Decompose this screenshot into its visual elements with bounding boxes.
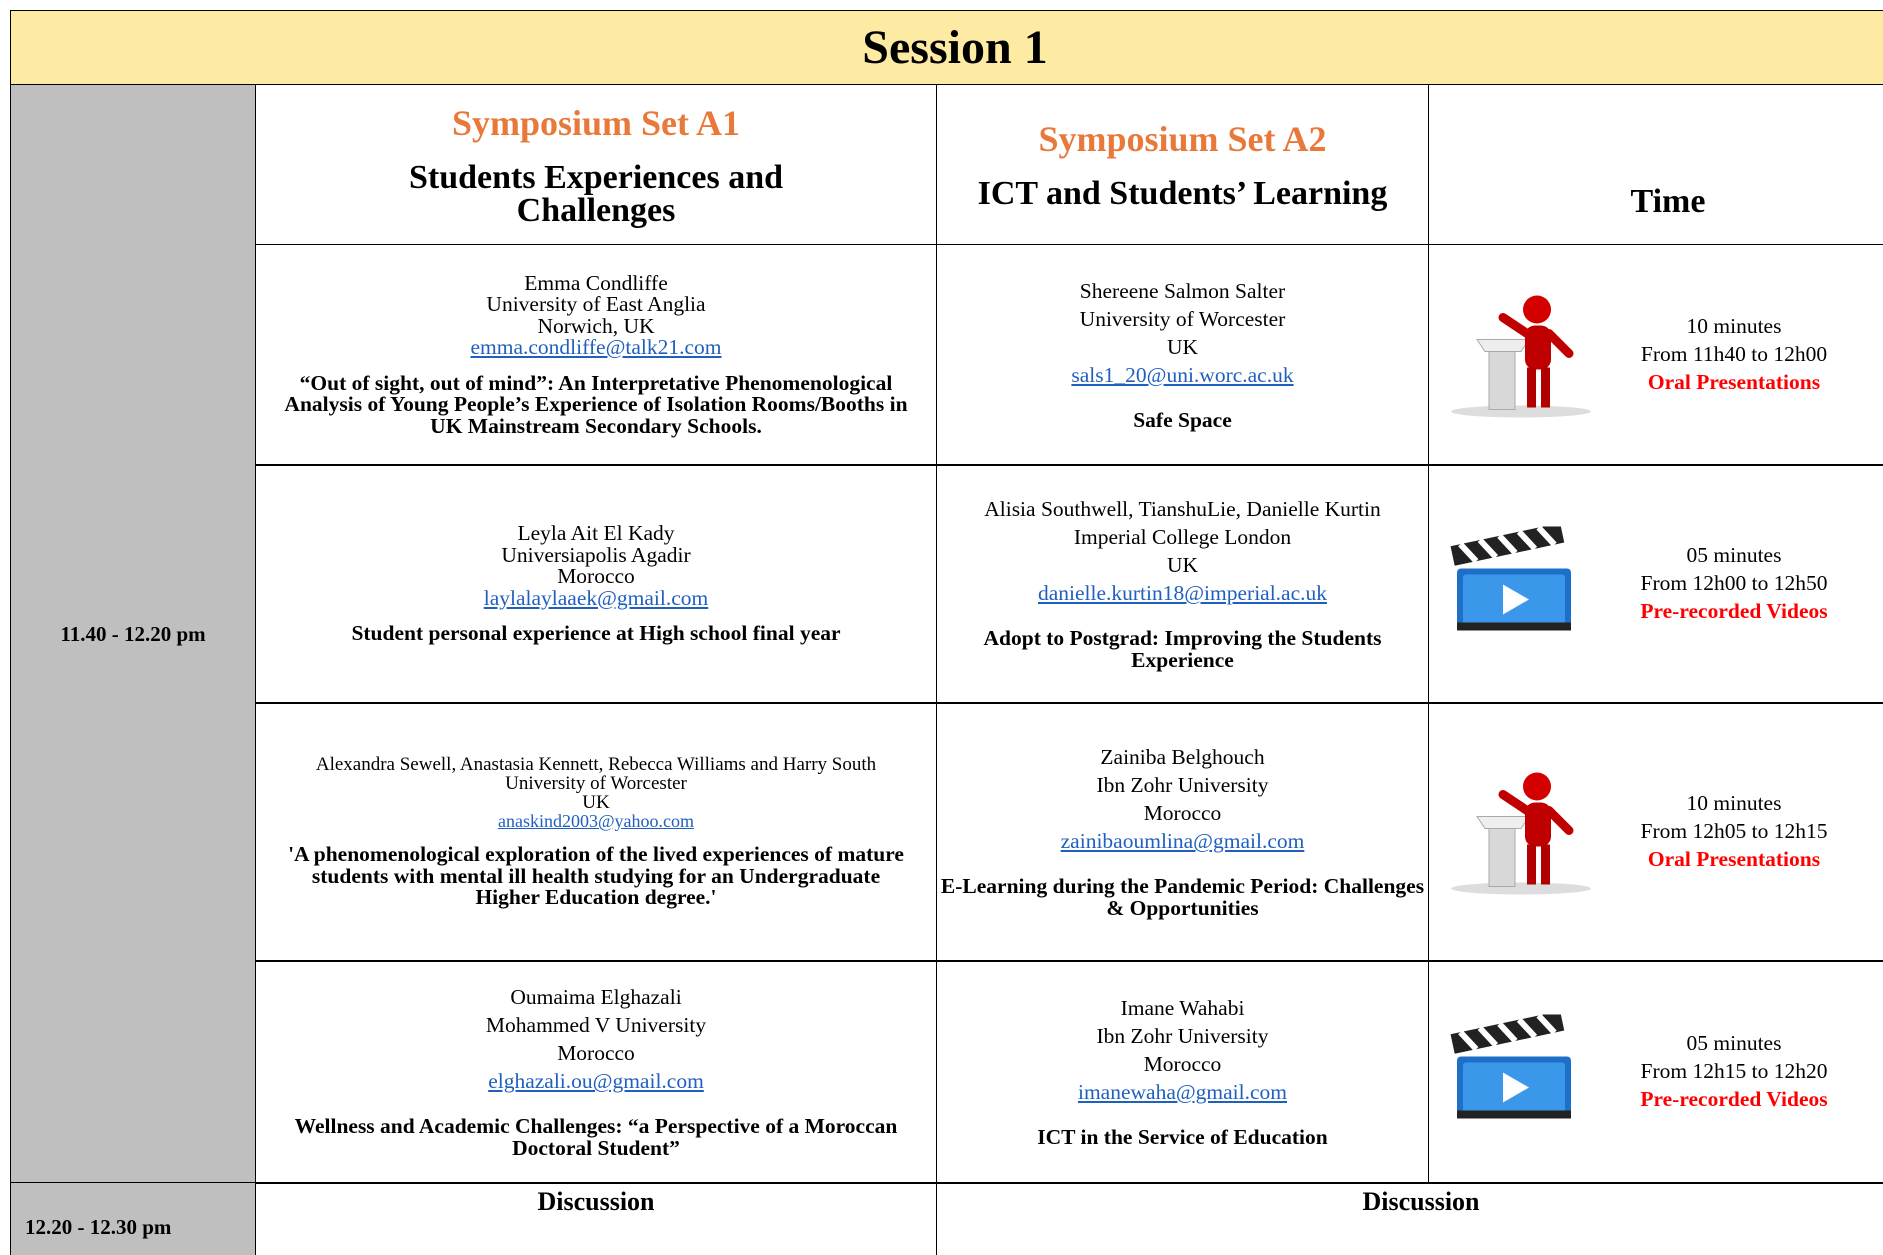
session-title: Session 1 [862, 21, 1048, 74]
presenter-line: Leyla Ait El Kady [517, 521, 675, 545]
set-theme: ICT and Students’ Learning [977, 175, 1388, 213]
presenter-line: Morocco [557, 564, 635, 588]
presenter-line: Imane Wahabi [1120, 996, 1245, 1021]
time-cell: 10 minutes From 12h05 to 12h15 Oral Presen… [1428, 702, 1883, 962]
format: Oral Presentations [1647, 369, 1821, 394]
discussion: Discussion [537, 1187, 655, 1216]
email-link[interactable]: emma.condliffe@talk21.com [470, 335, 722, 359]
speaker-icon [1441, 287, 1601, 422]
presenter-line: Morocco [1143, 801, 1222, 826]
presenter-cell: Emma Condliffe University of East Anglia N… [255, 244, 937, 466]
presenter-cell: Leyla Ait El Kady Universiapolis Agadir Mo… [255, 464, 937, 704]
speaker-icon [1441, 764, 1601, 899]
presenter-line: Shereene Salmon Salter [1079, 279, 1286, 304]
time-range: From 12h05 to 12h15 [1640, 818, 1828, 843]
column-header: Symposium Set A2 ICT and Students’ Learn… [936, 84, 1429, 245]
time-info: 05 minutes From 12h00 to 12h50 Pre-recorde… [1609, 542, 1859, 626]
presenter-line: Oumaima Elghazali [510, 985, 682, 1010]
presenter-line: Norwich, UK [537, 313, 655, 338]
presenter-line: UK [1166, 335, 1199, 359]
presentation-title: “Out of sight, out of mind”: An Interpre… [284, 370, 908, 438]
time-slot-label: 12.20 - 12.30 pm [25, 1214, 172, 1239]
discussion-cell: Discussion [936, 1182, 1883, 1255]
presenter-line: UK [1166, 553, 1199, 578]
title-bar: Session 1 [10, 10, 1883, 85]
video-icon [1441, 1010, 1581, 1129]
time-info: 05 minutes From 12h15 to 12h20 Pre-recorde… [1609, 1030, 1859, 1114]
presenter-line: Mohammed V University [485, 1013, 707, 1038]
format: Oral Presentations [1647, 846, 1821, 871]
time-header: Time [1630, 182, 1706, 220]
presenter-line: Imperial College London [1073, 525, 1292, 550]
presentation-title: Student personal experience at High scho… [351, 621, 841, 645]
email-link[interactable]: laylalaylaaek@gmail.com [483, 585, 709, 610]
time-range: From 12h15 to 12h20 [1640, 1058, 1828, 1083]
presenter-cell: Alexandra Sewell, Anastasia Kennett, Reb… [255, 702, 937, 962]
presenter-cell: Imane Wahabi Ibn Zohr University Morocco im… [936, 960, 1429, 1184]
presenter-line: Morocco [1143, 1052, 1222, 1076]
time-info: 10 minutes From 11h40 to 12h00 Oral Presen… [1609, 313, 1859, 397]
time-slot-label: 11.40 - 12.20 pm [60, 621, 206, 646]
email-link[interactable]: imanewaha@gmail.com [1077, 1079, 1288, 1104]
presenter-line: Ibn Zohr University [1096, 1024, 1269, 1049]
discussion: Discussion [1362, 1187, 1480, 1216]
time-cell: 10 minutes From 11h40 to 12h00 Oral Presen… [1428, 244, 1883, 466]
email-link[interactable]: danielle.kurtin18@imperial.ac.uk [1037, 581, 1328, 606]
duration: 10 minutes [1686, 790, 1782, 815]
time-slot: 12.20 - 12.30 pm [10, 1182, 256, 1255]
presenter-line: Emma Condliffe [524, 270, 668, 295]
duration: 05 minutes [1686, 542, 1782, 567]
presenter-line: Zainiba Belghouch [1100, 745, 1265, 770]
email-link[interactable]: zainibaoumlina@gmail.com [1060, 829, 1305, 854]
set-name: Symposium Set A1 [451, 103, 741, 144]
time-cell: 05 minutes From 12h15 to 12h20 Pre-recorde… [1428, 960, 1883, 1184]
presentation-title: Adopt to Postgrad: Improving the Student… [983, 626, 1382, 672]
time-range: From 11h40 to 12h00 [1640, 341, 1828, 366]
format: Pre-recorded Videos [1640, 1086, 1828, 1111]
time-info: 10 minutes From 12h05 to 12h15 Oral Presen… [1609, 790, 1859, 874]
presentation-title: E-Learning during the Pandemic Period: C… [940, 874, 1425, 920]
column-header: Symposium Set A1 Students Experiences an… [255, 84, 937, 245]
presenter-line: University of Worcester [1079, 307, 1286, 332]
presenter-line: Ibn Zohr University [1096, 773, 1269, 798]
set-name: Symposium Set A2 [1038, 119, 1327, 160]
email-link[interactable]: elghazali.ou@gmail.com [488, 1069, 704, 1094]
format: Pre-recorded Videos [1640, 598, 1828, 623]
presenter-cell: Shereene Salmon Salter University of Worc… [936, 244, 1429, 466]
presentation-title: Wellness and Academic Challenges: “a Per… [294, 1114, 898, 1160]
presentation-title: 'A phenomenological exploration of the l… [288, 842, 904, 909]
email-link[interactable]: sals1_20@uni.worc.ac.uk [1071, 362, 1294, 387]
presenter-line: Morocco [557, 1041, 635, 1066]
presentation-title: ICT in the Service of Education [1037, 1124, 1328, 1149]
presentation-title: Safe Space [1133, 407, 1232, 432]
presenter-line: University of East Anglia [486, 292, 706, 316]
presenter-line: Universiapolis Agadir [501, 542, 691, 567]
presenter-cell: Oumaima Elghazali Mohammed V University Mo… [255, 960, 937, 1184]
email-link[interactable]: anaskind2003@yahoo.com [497, 811, 695, 831]
duration: 05 minutes [1686, 1030, 1782, 1055]
set-theme: Students Experiences and Challenges [408, 159, 784, 229]
presenter-line: University of Worcester [505, 773, 687, 794]
presenter-line: Alisia Southwell, TianshuLie, Danielle K… [984, 497, 1381, 522]
column-header: Time [1428, 84, 1883, 245]
presenter-cell: Zainiba Belghouch Ibn Zohr University Moro… [936, 702, 1429, 962]
presenter-cell: Alisia Southwell, TianshuLie, Danielle K… [936, 464, 1429, 704]
time-slot: 11.40 - 12.20 pm [10, 84, 256, 1184]
time-cell: 05 minutes From 12h00 to 12h50 Pre-recorde… [1428, 464, 1883, 704]
video-icon [1441, 522, 1581, 641]
time-range: From 12h00 to 12h50 [1640, 570, 1828, 595]
presenter-line: Alexandra Sewell, Anastasia Kennett, Reb… [315, 754, 877, 775]
presenter-line: UK [582, 792, 610, 813]
discussion-cell: Discussion [255, 1182, 937, 1255]
duration: 10 minutes [1686, 313, 1782, 338]
